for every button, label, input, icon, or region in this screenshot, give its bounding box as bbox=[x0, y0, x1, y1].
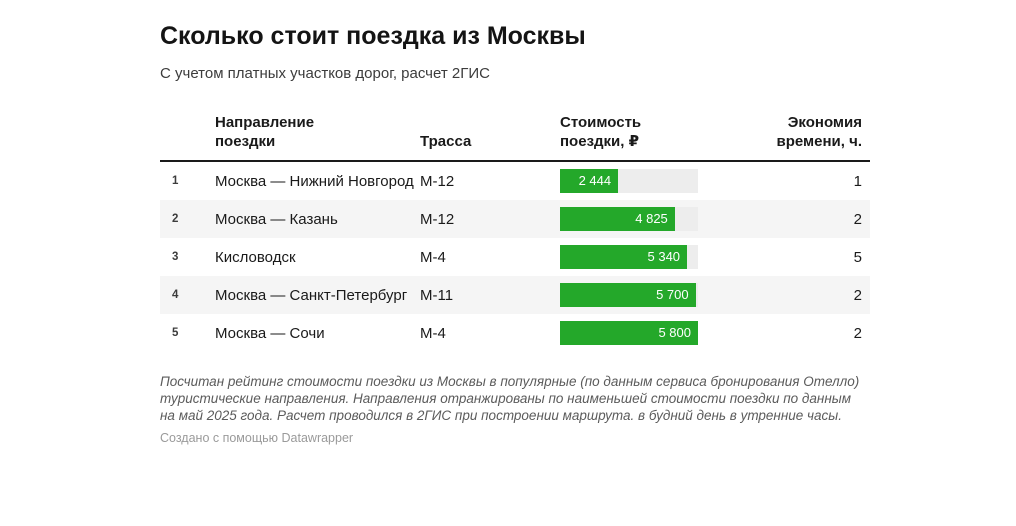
cost-bar-fill: 2 444 bbox=[560, 169, 619, 193]
cost-bar-track: 5 800 bbox=[560, 321, 698, 345]
datawrapper-link[interactable]: Datawrapper bbox=[281, 431, 354, 445]
chart-subtitle: С учетом платных участков дорог, расчет … bbox=[160, 65, 490, 82]
cost-bar-value: 2 444 bbox=[578, 173, 612, 188]
table-row: 1 Москва — Нижний Новгород М-12 2 444 1 bbox=[160, 161, 870, 200]
cost-bar-fill: 5 700 bbox=[560, 283, 696, 307]
row-rank: 5 bbox=[172, 326, 179, 339]
row-direction: Москва — Казань bbox=[215, 210, 338, 228]
row-rank: 4 bbox=[172, 288, 179, 301]
table-body: 1 Москва — Нижний Новгород М-12 2 444 1 2 Моск… bbox=[160, 161, 870, 352]
cost-bar-value: 5 800 bbox=[658, 325, 691, 340]
row-direction: Москва — Санкт-Петербург bbox=[215, 286, 408, 304]
chart-title: Сколько стоит поездка из Москвы bbox=[160, 22, 586, 50]
cost-bar-track: 2 444 bbox=[560, 169, 698, 193]
col-header-route: Трасса bbox=[420, 113, 560, 162]
row-time-savings: 5 bbox=[853, 248, 862, 266]
row-direction: Москва — Нижний Новгород bbox=[215, 172, 414, 190]
row-cost-cell: 2 444 bbox=[560, 161, 710, 200]
col-header-index bbox=[160, 113, 215, 162]
table-row: 5 Москва — Сочи М-4 5 800 2 bbox=[160, 314, 870, 352]
table-header: Направление поездки Трасса Стоимость пое… bbox=[160, 113, 870, 162]
table-row: 3 Кисловодск М-4 5 340 5 bbox=[160, 238, 870, 276]
row-time-savings: 1 bbox=[853, 172, 862, 190]
row-cost-cell: 5 700 bbox=[560, 276, 710, 314]
row-time-savings: 2 bbox=[853, 324, 862, 342]
row-time-savings: 2 bbox=[853, 286, 862, 304]
cost-table: Направление поездки Трасса Стоимость пое… bbox=[160, 113, 870, 352]
row-rank: 3 bbox=[172, 250, 179, 263]
row-direction: Москва — Сочи bbox=[215, 324, 325, 342]
col-header-cost: Стоимость поездки, ₽ bbox=[560, 113, 710, 162]
cost-bar-track: 5 340 bbox=[560, 245, 698, 269]
row-cost-cell: 4 825 bbox=[560, 200, 710, 238]
cost-bar-value: 5 700 bbox=[656, 287, 689, 302]
row-direction: Кисловодск bbox=[215, 248, 296, 266]
row-route: М-4 bbox=[420, 248, 446, 266]
row-rank: 2 bbox=[172, 212, 179, 225]
row-cost-cell: 5 800 bbox=[560, 314, 710, 352]
row-cost-cell: 5 340 bbox=[560, 238, 710, 276]
cost-bar-fill: 5 340 bbox=[560, 245, 688, 269]
cost-bar-value: 5 340 bbox=[647, 249, 681, 264]
row-route: М-12 bbox=[420, 172, 455, 190]
datawrapper-attribution: Создано с помощью Datawrapper bbox=[160, 431, 872, 446]
table-row: 2 Москва — Казань М-12 4 825 2 bbox=[160, 200, 870, 238]
cost-bar-fill: 4 825 bbox=[560, 207, 675, 231]
chart-container: Сколько стоит поездка из Москвы С учетом… bbox=[160, 0, 872, 446]
col-header-savings: Экономия времени, ч. bbox=[710, 113, 870, 162]
attribution-prefix: Создано с помощью bbox=[160, 431, 282, 445]
row-route: М-12 bbox=[420, 210, 455, 228]
col-header-direction: Направление поездки bbox=[215, 113, 420, 162]
row-route: М-4 bbox=[420, 324, 446, 342]
row-time-savings: 2 bbox=[853, 210, 862, 228]
table-row: 4 Москва — Санкт-Петербург М-11 5 700 2 bbox=[160, 276, 870, 314]
row-rank: 1 bbox=[172, 174, 179, 187]
cost-bar-track: 5 700 bbox=[560, 283, 698, 307]
row-route: М-11 bbox=[420, 286, 454, 304]
cost-bar-fill: 5 800 bbox=[560, 321, 698, 345]
chart-notes: Посчитан рейтинг стоимости поездки из Мо… bbox=[160, 374, 860, 423]
cost-bar-value: 4 825 bbox=[635, 211, 668, 226]
cost-bar-track: 4 825 bbox=[560, 207, 698, 231]
